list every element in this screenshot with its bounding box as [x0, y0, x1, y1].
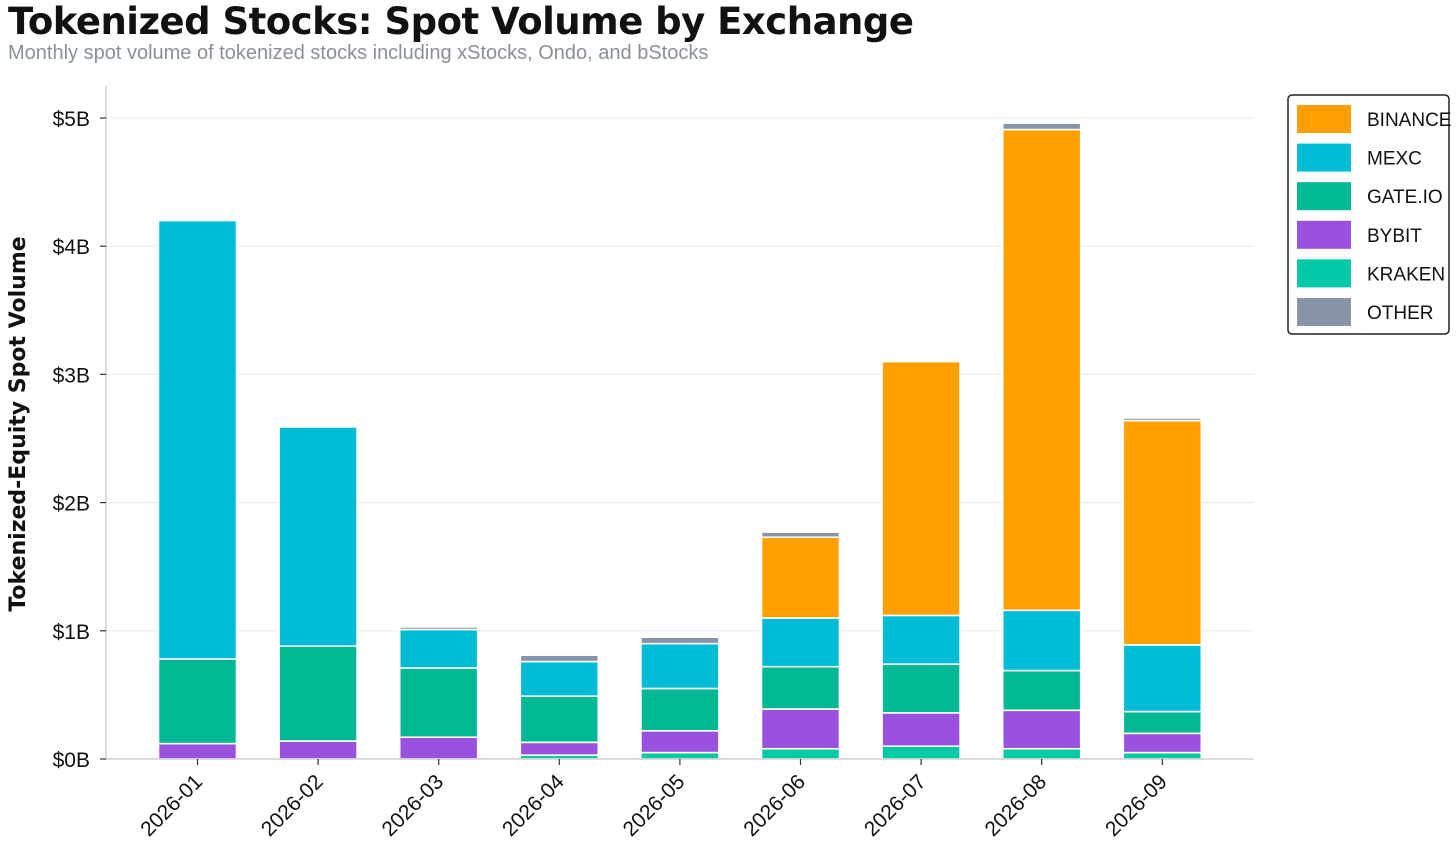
bar-segment-gate-io [519, 695, 600, 744]
x-tick-label: 2026-09 [1101, 770, 1172, 841]
y-axis-label: Tokenized-Equity Spot Volume [6, 236, 31, 611]
chart-title: Tokenized Stocks: Spot Volume by Exchang… [8, 0, 914, 43]
y-tick-label: $5B [53, 108, 90, 131]
bar-segment-bybit [1122, 732, 1203, 754]
bar-segment-gate-io [640, 687, 720, 732]
x-tick-label: 2026-01 [136, 770, 207, 841]
legend-swatch [1297, 298, 1351, 326]
legend-swatch [1297, 259, 1351, 288]
bar-segment-kraken [881, 745, 961, 760]
legend-label: BYBIT [1367, 226, 1422, 247]
legend-swatch [1297, 220, 1351, 249]
y-tick-label: $4B [53, 236, 90, 259]
bar-segment-mexc [881, 614, 961, 665]
bar-segment-kraken [1001, 747, 1082, 760]
bar-segment-bybit [640, 729, 720, 754]
legend-label: GATE.IO [1367, 187, 1443, 208]
x-tick-label: 2026-04 [498, 770, 569, 841]
y-tick-label: $1B [53, 621, 90, 644]
bar-segment-other [519, 654, 600, 663]
x-tick-label: 2026-05 [619, 770, 690, 841]
bar-segment-kraken [640, 751, 720, 760]
bar-segment-other [640, 636, 720, 645]
bar-segment-bybit [157, 742, 238, 760]
x-tick-label: 2026-06 [739, 770, 810, 841]
y-tick-label: $2B [53, 493, 90, 516]
bar-segment-gate-io [1001, 669, 1082, 712]
bar-segment-bybit [1001, 709, 1082, 750]
bar-segment-mexc [519, 660, 600, 697]
legend-swatch [1297, 105, 1351, 133]
bar-segment-gate-io [157, 658, 238, 745]
x-tick-label: 2026-03 [377, 770, 448, 841]
legend-label: MEXC [1367, 149, 1422, 170]
bar-segment-other [760, 531, 841, 539]
x-axis-ticks: 2026-01 2026-02 2026-03 2026-04 2026-05 2026-… [136, 759, 1172, 841]
bar-segment-mexc [1122, 644, 1203, 713]
bar-segment-binance [760, 536, 841, 619]
bar-segment-bybit [278, 740, 358, 760]
bar-segment-mexc [398, 628, 479, 669]
bar-segment-gate-io [1122, 710, 1203, 735]
bar-segment-gate-io [278, 645, 358, 742]
bar-segment-binance [1122, 419, 1203, 646]
gridlines [106, 117, 1254, 632]
y-axis-ticks: $0B $1B $2B $3B $4B $5B [53, 108, 106, 772]
bar-segment-mexc [760, 617, 841, 668]
y-tick-label: $0B [53, 749, 90, 772]
x-tick-label: 2026-08 [980, 770, 1051, 841]
bar-segment-other [1001, 122, 1082, 131]
bar-segment-mexc [157, 219, 238, 660]
bar-segment-bybit [519, 741, 600, 756]
chart-subtitle: Monthly spot volume of tokenized stocks … [8, 42, 709, 64]
legend-swatch [1297, 143, 1351, 172]
y-tick-label: $3B [53, 364, 90, 387]
bar-segment-gate-io [881, 663, 961, 714]
bar-segment-binance [1001, 128, 1082, 612]
x-tick-label: 2026-02 [257, 770, 328, 841]
bar-segment-other [398, 626, 479, 631]
x-tick-label: 2026-07 [860, 770, 931, 841]
bar-segment-bybit [760, 708, 841, 750]
legend-label: BINANCE [1367, 110, 1451, 131]
bar-segment-mexc [1001, 609, 1082, 672]
bar-segment-bybit [398, 736, 479, 760]
legend: BINANCE MEXC GATE.IO BYBIT KRAKEN OTHER [1287, 94, 1451, 335]
legend-swatch [1297, 182, 1351, 211]
bar-segment-bybit [881, 712, 961, 747]
bar-segment-kraken [1122, 751, 1203, 760]
bars [157, 122, 1203, 760]
bar-segment-binance [881, 360, 961, 617]
legend-label: KRAKEN [1367, 264, 1445, 285]
bar-segment-gate-io [760, 665, 841, 710]
bar-segment-other [1122, 417, 1203, 422]
bar-segment-mexc [640, 642, 720, 690]
legend-label: OTHER [1367, 303, 1434, 324]
bar-segment-kraken [760, 747, 841, 760]
bar-segment-mexc [278, 426, 358, 647]
bar-segment-gate-io [398, 667, 479, 739]
